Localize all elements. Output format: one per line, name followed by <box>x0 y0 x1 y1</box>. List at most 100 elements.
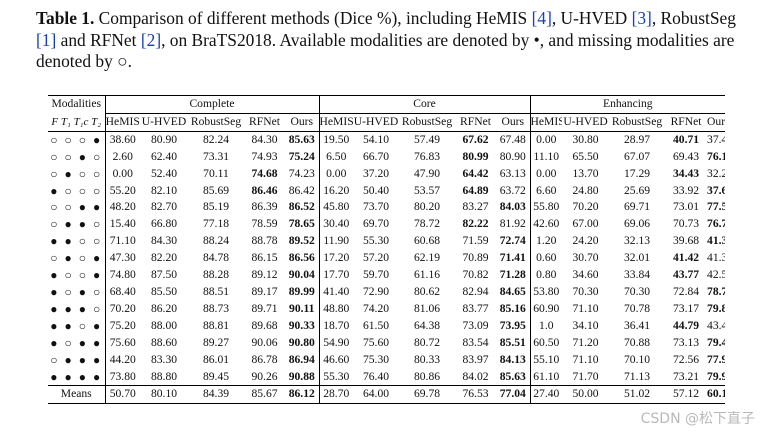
table-cell: 73.13 <box>672 335 700 349</box>
table-cell: 72.74 <box>496 233 531 251</box>
table-cell: 78.65 <box>285 216 320 234</box>
table-cell: 85.51 <box>496 334 531 352</box>
table-cell: 61.50 <box>362 318 390 332</box>
table-cell: 17.20 <box>323 251 350 265</box>
table-cell: 32.28 <box>707 166 726 180</box>
table-cell: 2.60 <box>112 149 133 163</box>
modality-pattern: ● ● ○ ● <box>48 317 106 335</box>
table-cell: 77.91 <box>707 352 726 366</box>
table-cell: 90.88 <box>285 368 320 386</box>
table-cell: 86.78 <box>251 352 278 366</box>
modality-pattern: ○ ● ● ● <box>48 351 106 369</box>
table-cell: 70.30 <box>572 284 599 298</box>
modality-pattern: ● ● ○ ○ <box>48 233 106 251</box>
modality-pattern: ○ ○ ● ● <box>48 199 106 217</box>
table-cell: 55.30 <box>323 369 350 383</box>
table-cell: 82.10 <box>150 183 178 197</box>
table-cell: 11.90 <box>323 234 350 248</box>
table-cell: 84.39 <box>188 385 244 405</box>
table-cell: 86.39 <box>251 200 278 214</box>
table-cell: 88.00 <box>150 318 178 332</box>
table-cell: 80.86 <box>413 369 441 383</box>
table-cell: 44.79 <box>672 318 700 332</box>
header-rfnet-core: RFNet <box>455 113 496 132</box>
table-cell: 88.78 <box>251 234 278 248</box>
table-cell: 90.80 <box>285 334 320 352</box>
table-cell: 89.17 <box>251 284 278 298</box>
table-row: ○ ● ○ ○ 0.00 52.40 70.11 74.68 74.23 0.00 37.20… <box>48 165 726 183</box>
table-cell: 60.16 <box>707 385 726 405</box>
table-cell: 37.42 <box>707 132 725 146</box>
header-rfnet-complete: RFNet <box>244 113 285 132</box>
table-cell: 62.40 <box>150 149 178 163</box>
table-row: ● ○ ● ● 75.60 88.60 89.27 90.06 90.80 54.90 75.… <box>48 334 725 352</box>
table-cell: 83.77 <box>462 301 489 315</box>
table-cell: 86.52 <box>285 199 320 217</box>
caption-ref-rfnet[interactable]: [2] <box>140 29 162 50</box>
table-cell: 77.56 <box>707 200 726 214</box>
table-cell: 67.00 <box>572 217 599 231</box>
table-cell: 80.20 <box>413 200 441 214</box>
table-cell: 41.34 <box>707 234 726 248</box>
table-cell: 46.60 <box>323 352 350 366</box>
table-cell: 60.68 <box>413 234 441 248</box>
caption-ref-uhved[interactable]: [3] <box>631 8 652 28</box>
table-cell: 16.20 <box>323 183 350 197</box>
table-cell: 90.33 <box>285 317 320 335</box>
table-cell: 74.68 <box>251 166 278 180</box>
header-ours-enhancing: Ours <box>707 113 726 132</box>
table-cell: 13.70 <box>572 166 599 180</box>
table-cell: 33.92 <box>672 183 700 197</box>
modality-pattern: ● ○ ○ ○ <box>48 182 106 200</box>
table-cell: 27.40 <box>530 385 563 405</box>
table-cell: 60.90 <box>533 301 560 315</box>
table-cell: 69.70 <box>362 217 390 231</box>
table-cell: 50.00 <box>562 385 610 405</box>
table-cell: 78.59 <box>251 217 278 231</box>
table-cell: 83.30 <box>150 352 178 366</box>
table-cell: 90.06 <box>251 335 278 349</box>
table-cell: 84.02 <box>462 369 489 383</box>
table-cell: 66.70 <box>362 149 390 163</box>
table-cell: 44.20 <box>109 352 136 366</box>
caption-ref-robustseg[interactable]: [1] <box>36 29 57 50</box>
table-cell: 76.53 <box>455 385 496 405</box>
table-row: ● ● ● ● 73.80 88.80 89.45 90.26 90.88 55.30 76.… <box>48 368 726 386</box>
table-cell: 89.99 <box>285 283 320 301</box>
header-hemis-complete: HeMIS <box>105 113 140 132</box>
header-robustseg-complete: RobustSeg <box>188 113 244 132</box>
table-cell: 70.73 <box>672 217 700 231</box>
table-cell: 75.24 <box>285 148 320 166</box>
table-cell: 34.43 <box>672 166 700 180</box>
table-cell: 79.98 <box>707 369 726 383</box>
header-core: Core <box>319 95 531 114</box>
table-cell: 34.10 <box>572 318 599 332</box>
table-cell: 82.22 <box>462 217 489 231</box>
table-cell: 55.30 <box>362 234 390 248</box>
table-cell: 63.72 <box>496 182 531 200</box>
caption-text-1: Comparison of different methods (Dice %)… <box>94 8 532 28</box>
caption-ref-hemis[interactable]: [4] <box>531 8 552 28</box>
table-cell: 82.24 <box>202 132 230 146</box>
table-cell: 32.01 <box>623 251 651 265</box>
table-cell: 73.17 <box>672 301 700 315</box>
table-cell: 90.04 <box>285 267 320 284</box>
table-cell: 47.90 <box>413 166 441 180</box>
table-cell: 62.19 <box>413 251 441 265</box>
table-cell: 80.90 <box>150 132 178 146</box>
table-cell: 18.70 <box>323 318 350 332</box>
table-row: ○ ○ ● ● 48.20 82.70 85.19 86.39 86.52 45.80 73.… <box>48 199 726 217</box>
table-cell: 77.18 <box>202 217 230 231</box>
table-cell: 30.40 <box>323 217 350 231</box>
table-cell: 85.63 <box>285 131 320 149</box>
table-cell: 84.03 <box>496 199 531 217</box>
caption-label: Table 1. <box>36 8 95 28</box>
header-rfnet-enhancing: RFNet <box>665 113 708 132</box>
table-cell: 60.50 <box>533 335 560 349</box>
table-row: ○ ● ● ○ 15.40 66.80 77.18 78.59 78.65 30.40 69.… <box>48 216 725 234</box>
table-cell: 71.70 <box>572 369 599 383</box>
means-label: Means <box>48 385 106 405</box>
header-enhancing: Enhancing <box>530 95 726 114</box>
table-cell: 81.06 <box>413 301 441 315</box>
table-cell: 85.63 <box>496 368 531 386</box>
